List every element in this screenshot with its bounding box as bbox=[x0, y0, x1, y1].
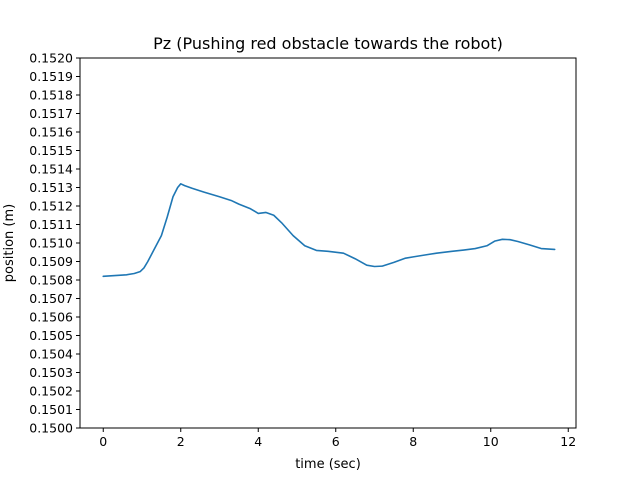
y-tick-label: 0.1504 bbox=[29, 347, 73, 362]
x-tick-label: 6 bbox=[332, 434, 340, 449]
y-tick-label: 0.1519 bbox=[29, 69, 73, 84]
y-tick-label: 0.1509 bbox=[29, 254, 73, 269]
y-tick-label: 0.1517 bbox=[29, 106, 73, 121]
x-tick-label: 10 bbox=[483, 434, 499, 449]
y-tick-label: 0.1516 bbox=[29, 125, 73, 140]
y-tick-label: 0.1512 bbox=[29, 199, 73, 214]
x-tick-label: 2 bbox=[177, 434, 185, 449]
plot-area bbox=[102, 183, 556, 278]
y-tick-label: 0.1520 bbox=[29, 51, 73, 66]
y-axis-label: position (m) bbox=[2, 204, 17, 282]
y-tick-label: 0.1510 bbox=[29, 236, 73, 251]
y-tick-label: 0.1515 bbox=[29, 143, 73, 158]
y-tick-label: 0.1514 bbox=[29, 162, 73, 177]
y-tick-label: 0.1518 bbox=[29, 88, 73, 103]
chart-title: Pz (Pushing red obstacle towards the rob… bbox=[153, 34, 503, 53]
x-tick-label: 4 bbox=[254, 434, 262, 449]
x-axis-label: time (sec) bbox=[295, 457, 361, 472]
x-axis-ticks: 0 2 4 6 8 10 12 bbox=[99, 428, 576, 449]
y-tick-label: 0.1511 bbox=[29, 217, 73, 232]
y-tick-label: 0.1502 bbox=[29, 384, 73, 399]
y-tick-label: 0.1506 bbox=[29, 310, 73, 325]
x-tick-label: 0 bbox=[99, 434, 107, 449]
series-line bbox=[102, 183, 556, 278]
axes-frame bbox=[79, 57, 577, 429]
y-tick-label: 0.1501 bbox=[29, 402, 73, 417]
x-tick-label: 12 bbox=[560, 434, 576, 449]
x-tick-label: 8 bbox=[409, 434, 417, 449]
y-tick-label: 0.1500 bbox=[29, 421, 73, 436]
y-axis-ticks: 0.1500 0.1501 0.1502 0.1503 0.1504 0.1505 0.15… bbox=[29, 51, 80, 436]
y-tick-label: 0.1508 bbox=[29, 273, 73, 288]
y-tick-label: 0.1507 bbox=[29, 291, 73, 306]
y-tick-label: 0.1513 bbox=[29, 180, 73, 195]
y-tick-label: 0.1505 bbox=[29, 328, 73, 343]
y-tick-label: 0.1503 bbox=[29, 365, 73, 380]
